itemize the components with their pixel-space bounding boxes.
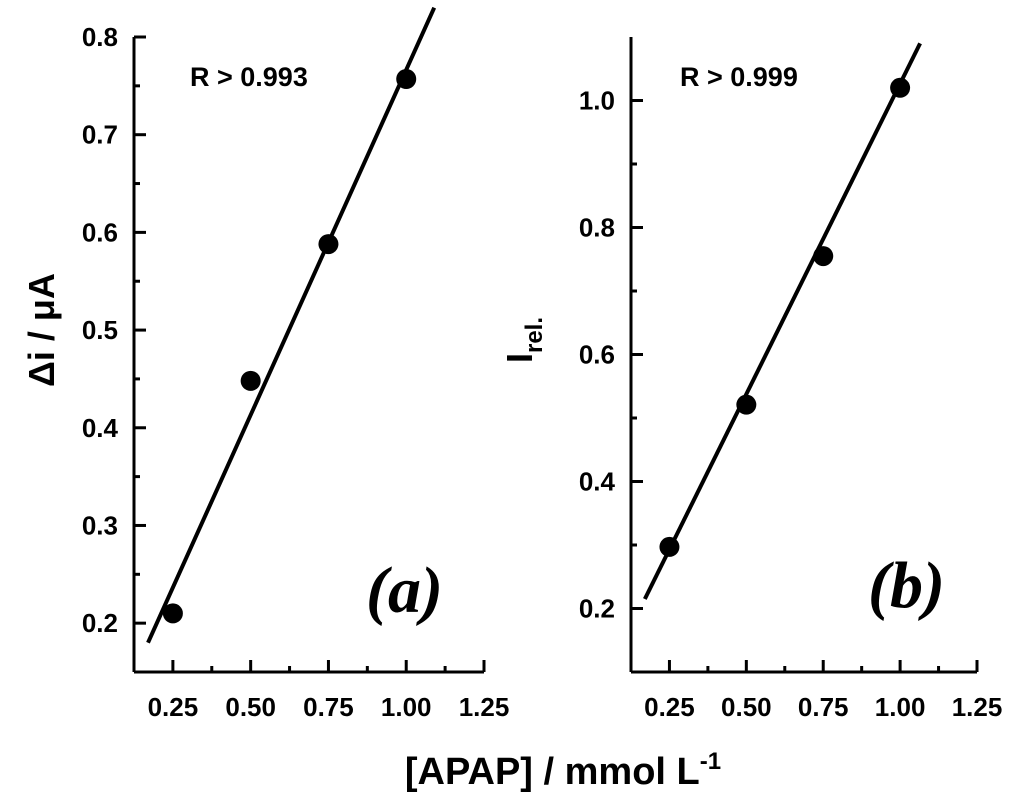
panel-a-x-tick-label: 1.00: [381, 692, 432, 722]
panel-a-y-tick-label: 0.5: [82, 315, 118, 345]
panel-a-data-point: [162, 603, 183, 624]
panel-a-y-tick-label: 0.4: [82, 413, 119, 443]
panel-a-y-tick-label: 0.8: [82, 22, 118, 52]
panel-a-y-tick-label: 0.7: [82, 120, 118, 150]
panel-a-x-tick-label: 0.75: [303, 692, 354, 722]
panel-b-fit-line: [643, 42, 922, 600]
panel-b-x-ticks: 0.25 0.50 0.75 1.00 1.25: [629, 660, 1003, 722]
panel-b-y-tick-label: 0.4: [579, 467, 616, 497]
panel-b-x-tick-label: 0.25: [644, 692, 695, 722]
panel-b-r-annotation: R > 0.999: [680, 62, 798, 92]
panel-b-y-tick-label: 0.8: [579, 213, 615, 243]
panel-a-y-axis-label: Δi / μA: [21, 273, 62, 387]
panel-b-x-tick-label: 1.25: [952, 692, 1003, 722]
panel-b-x-tick-label: 0.50: [721, 692, 772, 722]
panel-a-data-point: [396, 69, 417, 90]
panel-b-data-point: [736, 394, 757, 415]
panel-a-y-ticks: 0.2 0.3 0.4 0.5 0.6 0.7 0.8: [82, 22, 146, 638]
panel-a-data-point: [240, 370, 261, 391]
panel-a-axes: [132, 37, 484, 674]
panel-a-y-tick-label: 0.2: [82, 608, 118, 638]
panel-b-y-axis-label-main: I: [499, 353, 540, 363]
panel-b-data-point: [813, 246, 834, 267]
panel-a-x-tick-label: 0.25: [148, 692, 199, 722]
shared-x-axis-label: [APAP] / mmol L-1: [405, 748, 721, 793]
panel-b-data-point: [659, 536, 680, 557]
panel-b-y-tick-label: 0.2: [579, 594, 615, 624]
panel-a-x-tick-label: 0.50: [225, 692, 276, 722]
panel-b-y-ticks: 0.2 0.4 0.6 0.8 1.0: [579, 86, 643, 624]
panel-b-y-tick-label: 1.0: [579, 86, 615, 116]
panel-a-panel-label: (a): [366, 554, 443, 627]
panel-b-x-tick-label: 0.75: [798, 692, 849, 722]
panel-a-x-tick-label: 1.25: [459, 692, 510, 722]
shared-x-axis-label-main: [APAP] / mmol L: [405, 751, 700, 793]
shared-x-axis-label-sup: -1: [700, 748, 721, 775]
panel-b-y-axis-label-sub: rel.: [521, 317, 548, 353]
panel-a-fit-line: [146, 6, 437, 644]
panel-a-y-tick-label: 0.3: [82, 510, 118, 540]
panel-a-fit-line-group: [146, 6, 437, 644]
panel-a-y-tick-label: 0.6: [82, 217, 118, 247]
panel-b-fit-line-group: [643, 42, 922, 600]
panel-b-chart: 0.2 0.4 0.6 0.8 1.0 0.25 0.50 0.75 1.00 1.25 R >…: [499, 37, 1002, 722]
panel-a-r-annotation: R > 0.993: [190, 62, 308, 92]
panel-b-y-tick-label: 0.6: [579, 340, 615, 370]
panel-b-data-point: [890, 77, 911, 98]
panel-b-panel-label: (b): [868, 549, 945, 622]
panel-a-x-ticks: 0.25 0.50 0.75 1.00 1.25: [132, 660, 510, 722]
panel-b-points: [659, 77, 911, 557]
panel-b-x-tick-label: 1.00: [875, 692, 926, 722]
panel-b-y-axis-label: Irel.: [499, 317, 548, 363]
panel-a-chart: 0.2 0.3 0.4 0.5 0.6 0.7 0.8 0.25 0.50 0.75 1.00 1.…: [21, 6, 510, 722]
panel-a-data-point: [318, 234, 339, 255]
panel-a-points: [162, 69, 417, 624]
